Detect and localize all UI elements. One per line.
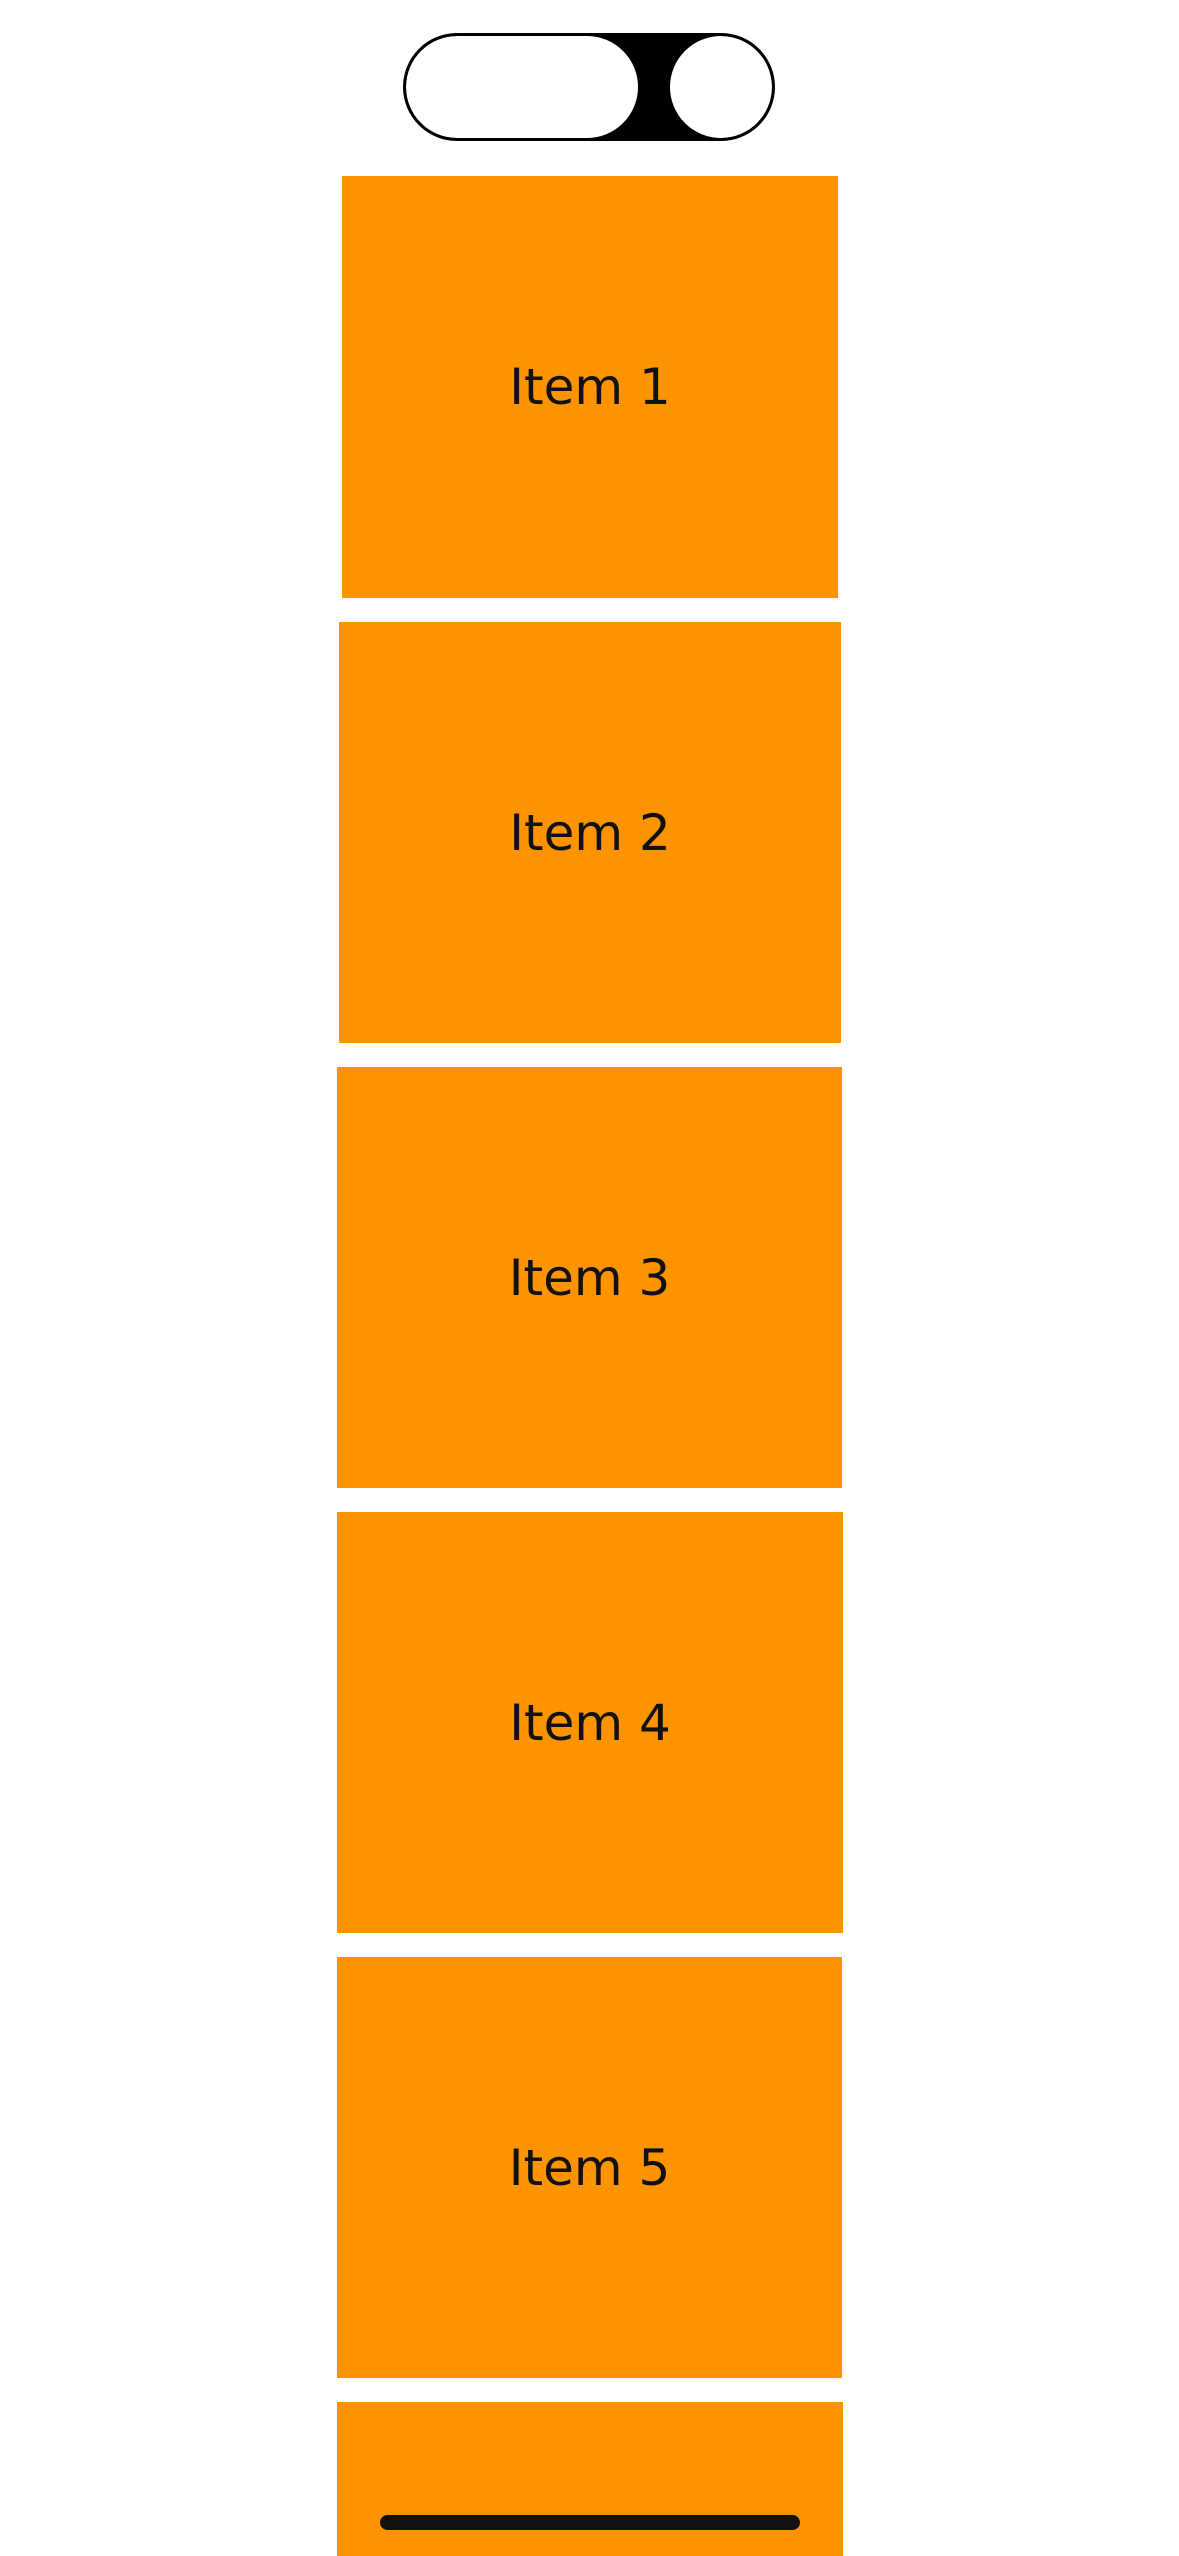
home-indicator[interactable]: [380, 2515, 800, 2530]
item-label: Item 3: [508, 1248, 671, 1307]
list-item[interactable]: Item 2: [339, 622, 841, 1043]
toggle-segment-right[interactable]: [670, 36, 772, 138]
list-item[interactable]: Item 3: [337, 1067, 842, 1488]
item-label: Item 1: [509, 358, 671, 416]
item-label: Item 5: [508, 2138, 671, 2197]
segmented-toggle[interactable]: [403, 33, 775, 141]
list-item[interactable]: [337, 2402, 843, 2556]
item-label: Item 4: [509, 1693, 671, 1752]
toggle-segment-left[interactable]: [406, 36, 638, 138]
item-label: Item 2: [509, 803, 671, 862]
list-item[interactable]: Item 4: [337, 1512, 843, 1933]
list-item[interactable]: Item 1: [342, 176, 838, 598]
list-item[interactable]: Item 5: [337, 1957, 842, 2378]
